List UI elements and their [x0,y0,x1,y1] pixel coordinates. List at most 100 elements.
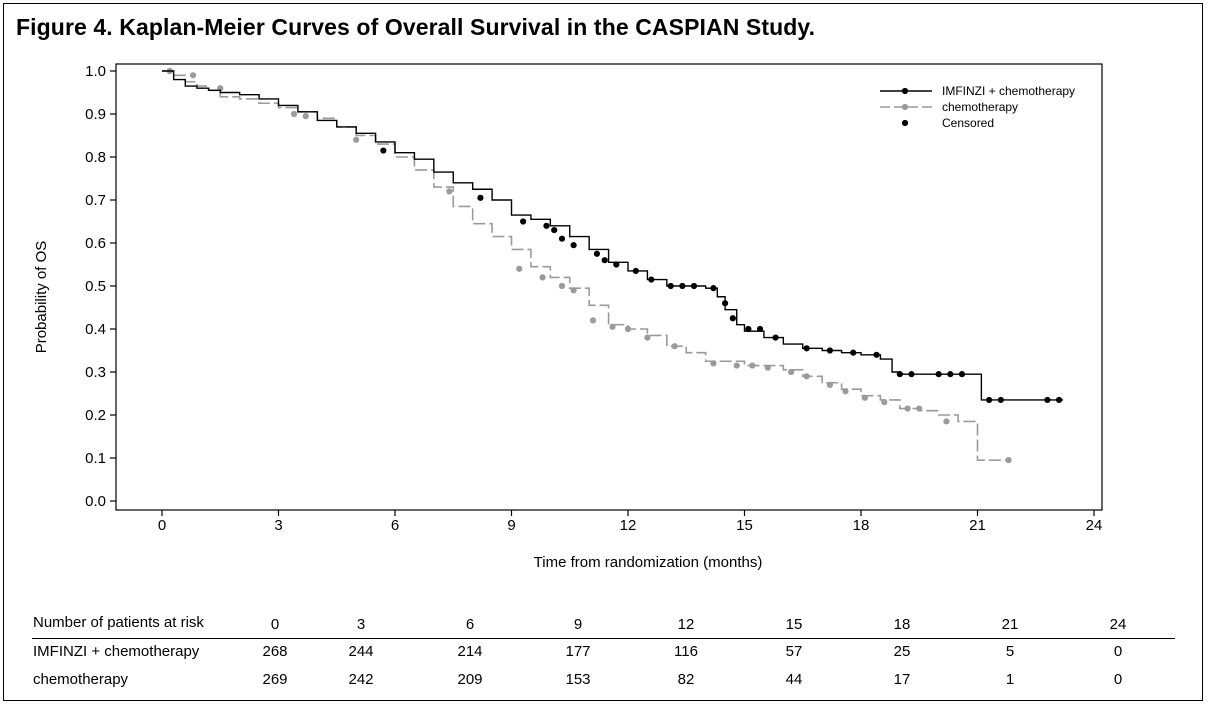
censor-mark-imfinzi-24 [873,351,880,358]
x-axis-label: Time from randomization (months) [534,554,763,571]
risk-cell: 1 [1005,671,1015,688]
censor-mark-chemo-4 [302,113,309,120]
censor-mark-imfinzi-21 [803,345,810,352]
risk-cell: 5 [1005,643,1015,660]
x-tick-label-2: 6 [391,517,399,534]
censor-mark-imfinzi-28 [947,371,954,378]
censor-mark-imfinzi-13 [679,282,686,290]
censor-mark-chemo-25 [881,399,888,406]
censor-mark-imfinzi-6 [570,242,577,249]
legend: IMFINZI + chemotherapy chemotherapy Censor… [880,84,1075,130]
censor-mark-chemo-3 [290,110,298,118]
censor-mark-imfinzi-12 [667,282,674,290]
legend-label-censored: Censored [942,116,994,130]
censor-mark-imfinzi-0 [380,147,387,154]
legend-label-imfinzi: IMFINZI + chemotherapy [942,84,1075,98]
x-tick-label-7: 21 [969,517,986,534]
y-axis-label: Probability of OS [33,241,50,354]
y-tick-label-8: 0.8 [85,149,106,166]
censor-mark-chemo-21 [803,373,810,380]
censor-mark-chemo-20 [788,368,795,376]
risk-cell: 17 [893,671,911,688]
risk-cell: 177 [565,643,591,660]
censor-mark-imfinzi-23 [850,349,857,356]
censor-mark-chemo-15 [671,343,678,350]
y-tick-label-3: 0.3 [85,364,106,381]
x-tick-label-1: 3 [274,517,282,534]
x-tick-label-4: 12 [620,517,637,534]
legend-label-chemo: chemotherapy [942,100,1018,114]
censor-mark-imfinzi-30 [986,396,993,404]
legend-marker-imfinzi [901,87,909,95]
y-tick-label-2: 0.2 [85,407,106,424]
risk-time-9: 9 [573,616,583,633]
figure-title: Figure 4. Kaplan-Meier Curves of Overall… [16,14,816,40]
censor-mark-imfinzi-2 [520,218,527,225]
figure-frame [3,3,1203,701]
risk-cell: 44 [785,671,803,688]
censor-mark-imfinzi-5 [558,235,566,242]
risk-row-chemo-label: chemotherapy [33,671,129,688]
censor-mark-imfinzi-18 [745,325,752,333]
y-tick-label-0: 0.0 [85,493,106,510]
censor-mark-imfinzi-17 [729,315,736,322]
legend-marker-censored [901,119,909,127]
censor-mark-imfinzi-15 [710,285,717,292]
risk-time-3: 3 [356,616,366,633]
censor-mark-chemo-1 [189,72,197,79]
risk-cell: 209 [457,671,483,688]
censor-mark-imfinzi-1 [477,194,484,201]
censor-mark-imfinzi-11 [648,276,655,283]
y-tick-label-4: 0.4 [85,321,106,338]
plot-area [115,63,1103,511]
y-axis: 0.0 0.1 0.2 0.3 0.4 0.5 0.6 0.7 0.8 0.9 1.0 [85,63,116,510]
censor-mark-chemo-11 [589,317,597,324]
km-plot: 0.0 0.1 0.2 0.3 0.4 0.5 0.6 0.7 0.8 0.9 1.0 0 3 6 9 12… [33,63,1103,571]
survival-curves [162,67,1063,464]
censor-mark-imfinzi-31 [997,396,1004,404]
censor-mark-imfinzi-27 [935,371,942,378]
censor-mark-chemo-6 [446,188,453,195]
censor-mark-chemo-8 [539,274,546,281]
censor-mark-imfinzi-4 [551,227,558,234]
risk-time-0: 0 [270,616,280,633]
risk-cell: 82 [677,671,695,688]
censor-mark-imfinzi-29 [958,371,966,378]
censor-mark-chemo-28 [943,418,950,425]
risk-cell: 242 [348,671,374,688]
censor-mark-chemo-7 [516,265,523,272]
risk-row-imfinzi-label: IMFINZI + chemotherapy [33,643,200,660]
risk-cell: 0 [1113,671,1123,688]
x-tick-label-5: 15 [736,517,753,534]
risk-time-12: 12 [677,616,695,633]
censor-mark-imfinzi-16 [721,300,729,307]
risk-cell: 268 [262,643,288,660]
risk-table-rule [32,638,1175,639]
risk-time-15: 15 [785,616,803,633]
risk-cell: 57 [785,643,803,660]
risk-time-6: 6 [465,616,475,633]
censor-mark-imfinzi-10 [632,267,639,275]
risk-time-24: 24 [1109,616,1127,633]
y-tick-label-6: 0.6 [85,235,106,252]
censor-mark-imfinzi-26 [908,371,915,378]
censor-mark-imfinzi-20 [772,334,779,341]
censor-mark-chemo-24 [861,394,868,401]
censor-mark-chemo-5 [353,136,360,143]
censor-mark-chemo-13 [624,325,632,333]
censor-mark-chemo-18 [749,362,756,369]
series-line-imfinzi [162,70,1063,401]
censor-mark-chemo-16 [710,360,717,367]
censor-mark-imfinzi-8 [601,257,608,264]
x-tick-label-6: 18 [853,517,870,534]
censor-mark-imfinzi-33 [1055,396,1063,404]
censor-mark-chemo-12 [609,323,616,330]
x-tick-label-8: 24 [1086,517,1103,534]
censor-mark-chemo-27 [916,405,923,412]
censor-mark-imfinzi-9 [613,261,620,268]
censor-mark-chemo-26 [904,405,911,412]
censor-mark-chemo-14 [644,334,651,341]
y-tick-label-1: 0.1 [85,450,106,467]
y-tick-label-7: 0.7 [85,192,106,209]
